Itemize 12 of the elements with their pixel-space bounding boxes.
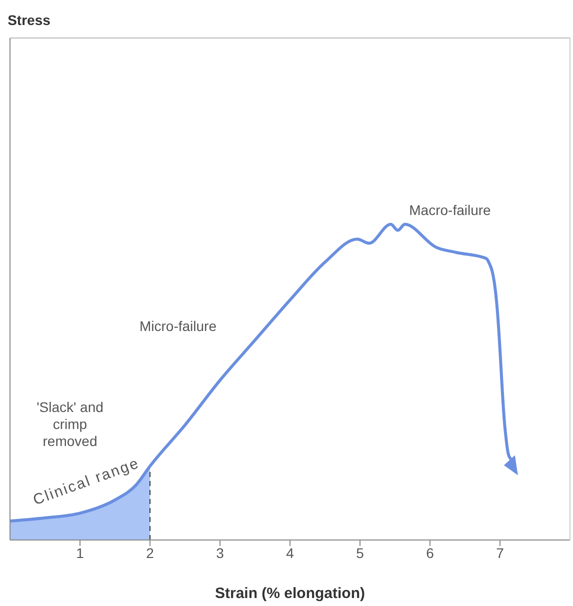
x-tick-label: 5 bbox=[356, 544, 364, 561]
x-tick-label: 7 bbox=[496, 544, 504, 561]
x-tick-label: 6 bbox=[426, 544, 434, 561]
x-tick-label: 2 bbox=[146, 544, 154, 561]
x-tick-label: 1 bbox=[76, 544, 84, 561]
x-axis-title: Strain (% elongation) bbox=[215, 585, 366, 602]
x-tick-label: 4 bbox=[286, 544, 294, 561]
annotation: Micro-failure bbox=[139, 318, 217, 334]
annotation: 'Slack' and crimp removed bbox=[36, 399, 104, 449]
text: Macro-failure bbox=[409, 202, 492, 218]
x-tick-label: 3 bbox=[216, 544, 224, 561]
text: Stress bbox=[8, 12, 51, 28]
